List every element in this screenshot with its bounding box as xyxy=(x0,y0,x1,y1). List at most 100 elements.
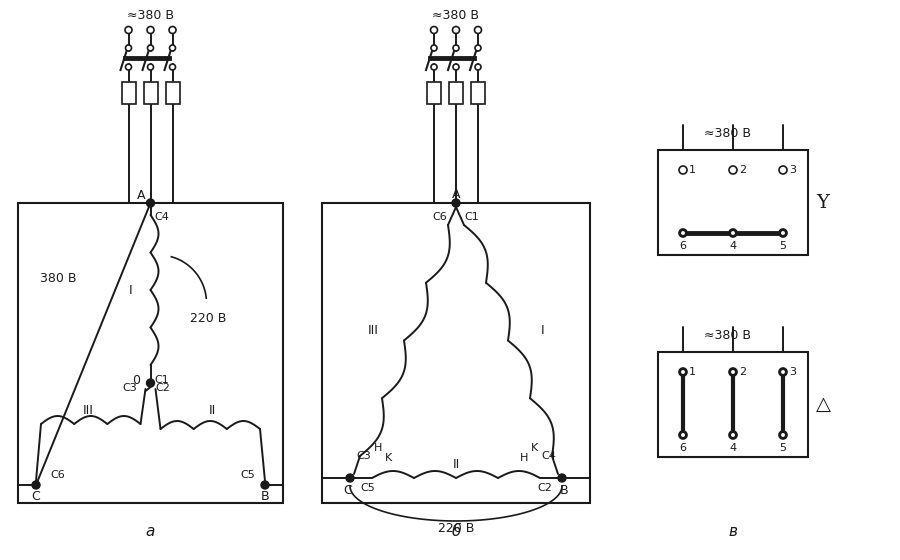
Circle shape xyxy=(430,26,437,34)
Circle shape xyxy=(475,64,481,70)
Circle shape xyxy=(680,230,686,236)
Circle shape xyxy=(346,474,354,482)
Circle shape xyxy=(779,229,787,237)
Circle shape xyxy=(453,26,460,34)
Text: C4: C4 xyxy=(155,212,169,222)
Circle shape xyxy=(125,45,131,51)
Circle shape xyxy=(729,166,737,174)
Text: H: H xyxy=(374,443,382,453)
Circle shape xyxy=(125,64,131,70)
Text: 5: 5 xyxy=(779,241,787,251)
Text: 6: 6 xyxy=(680,241,687,251)
Text: 4: 4 xyxy=(729,241,736,251)
Bar xyxy=(166,82,179,104)
Circle shape xyxy=(730,432,736,438)
Text: а: а xyxy=(146,525,155,539)
Text: 220 В: 220 В xyxy=(190,311,227,324)
Circle shape xyxy=(169,64,176,70)
Text: 3: 3 xyxy=(789,165,796,175)
Text: C6: C6 xyxy=(433,212,447,222)
Text: B: B xyxy=(560,484,568,497)
Bar xyxy=(122,82,136,104)
Circle shape xyxy=(730,369,736,375)
Circle shape xyxy=(125,26,132,34)
Circle shape xyxy=(558,474,566,482)
Circle shape xyxy=(679,368,687,376)
Circle shape xyxy=(452,199,460,207)
Circle shape xyxy=(147,379,155,387)
Text: C1: C1 xyxy=(464,212,480,222)
Circle shape xyxy=(729,229,737,237)
Text: I: I xyxy=(129,283,132,296)
Bar xyxy=(18,203,283,503)
Circle shape xyxy=(779,431,787,439)
Circle shape xyxy=(680,432,686,438)
Circle shape xyxy=(431,64,437,70)
Text: б: б xyxy=(451,525,461,539)
Bar xyxy=(322,203,590,503)
Text: II: II xyxy=(453,458,460,470)
Text: C: C xyxy=(344,484,353,497)
Circle shape xyxy=(169,45,176,51)
Text: ≈380 В: ≈380 В xyxy=(433,8,480,21)
Text: 220 В: 220 В xyxy=(437,521,474,534)
Text: C5: C5 xyxy=(360,483,374,493)
Bar xyxy=(658,150,808,255)
Bar xyxy=(449,82,463,104)
Text: ≈380 В: ≈380 В xyxy=(705,127,752,139)
Circle shape xyxy=(169,26,176,34)
Circle shape xyxy=(679,166,687,174)
Circle shape xyxy=(147,26,154,34)
Text: в: в xyxy=(728,525,737,539)
Circle shape xyxy=(779,166,787,174)
Text: III: III xyxy=(368,324,379,337)
Text: II: II xyxy=(209,404,216,418)
Text: I: I xyxy=(540,324,544,337)
Circle shape xyxy=(148,64,154,70)
Circle shape xyxy=(453,45,459,51)
Text: 5: 5 xyxy=(779,443,787,453)
Circle shape xyxy=(474,26,482,34)
Text: △: △ xyxy=(815,395,831,414)
Text: A: A xyxy=(452,188,460,200)
Circle shape xyxy=(147,199,155,207)
Text: C5: C5 xyxy=(240,470,255,480)
Circle shape xyxy=(680,369,686,375)
Circle shape xyxy=(148,45,154,51)
Text: C: C xyxy=(32,491,40,503)
Circle shape xyxy=(261,481,269,489)
Text: 3: 3 xyxy=(789,367,796,377)
Text: 0: 0 xyxy=(132,374,140,386)
Circle shape xyxy=(431,45,437,51)
Bar xyxy=(471,82,485,104)
Text: 380 В: 380 В xyxy=(40,272,76,284)
Circle shape xyxy=(679,229,687,237)
Circle shape xyxy=(475,45,481,51)
Text: C3: C3 xyxy=(122,383,138,393)
Text: 4: 4 xyxy=(729,443,736,453)
Text: C2: C2 xyxy=(156,383,170,393)
Text: Y: Y xyxy=(816,194,830,212)
Circle shape xyxy=(779,368,787,376)
Text: 2: 2 xyxy=(739,367,746,377)
Text: 1: 1 xyxy=(689,367,696,377)
Text: III: III xyxy=(83,404,94,418)
Circle shape xyxy=(729,431,737,439)
Text: ≈380 В: ≈380 В xyxy=(705,329,752,342)
Text: ≈380 В: ≈380 В xyxy=(127,8,174,21)
Text: B: B xyxy=(261,491,269,503)
Circle shape xyxy=(780,369,786,375)
Circle shape xyxy=(679,431,687,439)
Text: C2: C2 xyxy=(537,483,552,493)
Text: C3: C3 xyxy=(356,451,371,461)
Text: C4: C4 xyxy=(541,451,556,461)
Text: C6: C6 xyxy=(50,470,65,480)
Text: K: K xyxy=(530,443,537,453)
Circle shape xyxy=(729,368,737,376)
Circle shape xyxy=(780,230,786,236)
Bar xyxy=(143,82,157,104)
Text: 6: 6 xyxy=(680,443,687,453)
Text: K: K xyxy=(384,453,392,463)
Circle shape xyxy=(730,230,736,236)
Text: A: A xyxy=(138,189,146,202)
